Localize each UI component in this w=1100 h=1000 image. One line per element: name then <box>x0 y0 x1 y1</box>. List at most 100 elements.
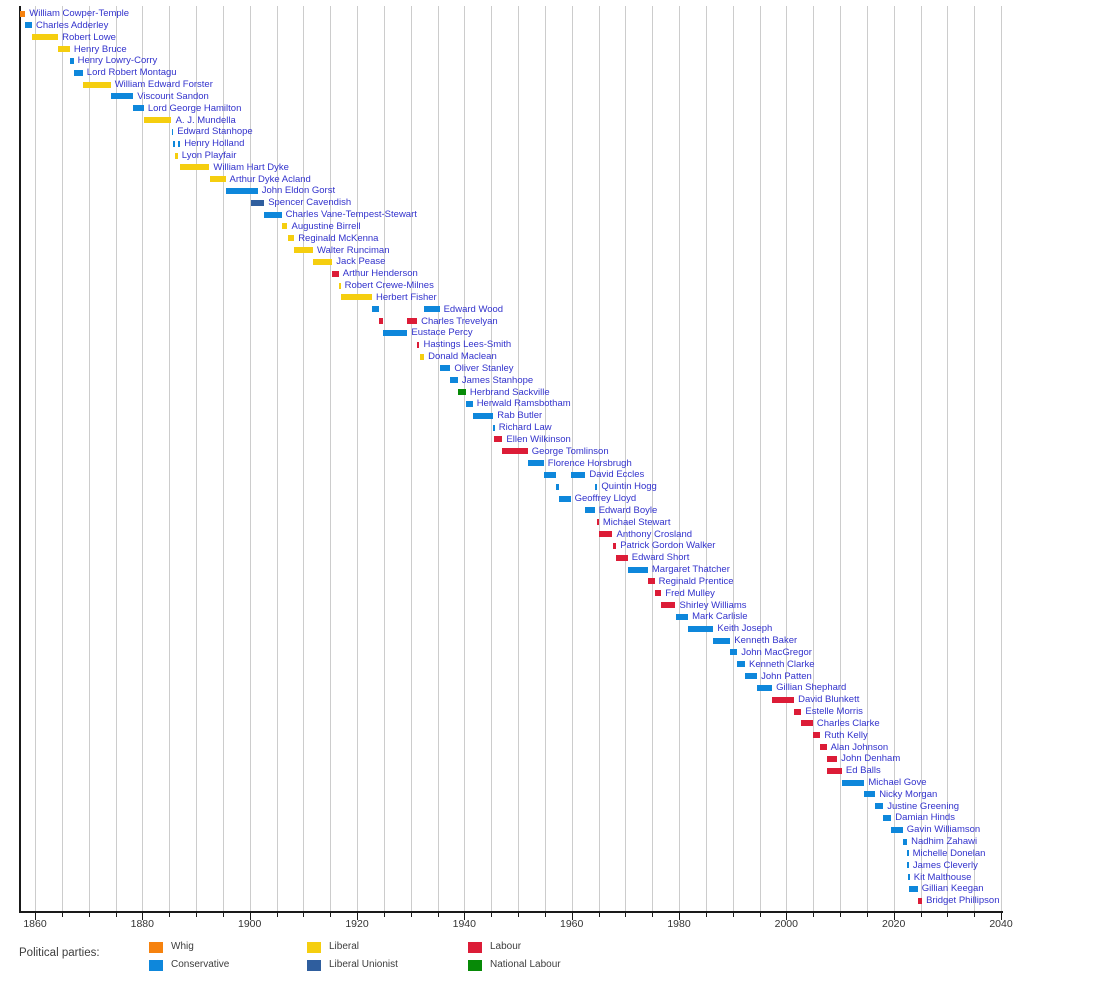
minister-label: Edward Boyle <box>598 504 658 516</box>
minister-label: Herbrand Sackville <box>469 386 550 398</box>
axis-minor-tick <box>544 913 546 917</box>
axis-minor-tick <box>169 913 171 917</box>
y-axis-line <box>18 6 21 913</box>
axis-minor-tick <box>222 913 224 917</box>
minister-label: Kenneth Clarke <box>749 658 815 670</box>
term-bar <box>465 400 473 407</box>
minister-label: A. J. Mundella <box>175 114 236 126</box>
term-bar <box>675 613 689 620</box>
minister-label: Kit Malthouse <box>913 871 972 883</box>
term-bar <box>502 448 528 455</box>
axis-year-label: 1860 <box>23 918 47 930</box>
term-bar <box>133 105 144 112</box>
minister-label: Hastings Lees-Smith <box>423 339 512 351</box>
axis-minor-tick <box>491 913 493 917</box>
minister-label: John Patten <box>761 670 812 682</box>
term-bar <box>73 69 83 76</box>
axis-major-tick <box>357 913 358 920</box>
axis-minor-tick <box>759 913 761 917</box>
term-bar <box>555 483 560 490</box>
gridline <box>249 6 251 911</box>
legend-swatch-labour <box>468 942 482 953</box>
axis-major-tick <box>679 913 680 920</box>
minister-label: Alan Johnson <box>830 741 889 753</box>
term-bar <box>597 519 599 526</box>
axis-minor-tick <box>303 913 305 917</box>
axis-minor-tick <box>652 913 654 917</box>
minister-label: Gavin Williamson <box>906 824 981 836</box>
legend: Political parties: Whig Conservative Liber… <box>0 0 1100 971</box>
gridline <box>652 6 654 911</box>
gridline <box>759 6 761 911</box>
minister-label: Richard Law <box>498 422 552 434</box>
minister-label: Quintin Hogg <box>601 481 657 493</box>
axis-major-tick <box>464 913 466 920</box>
term-bar <box>210 176 226 183</box>
term-bar <box>180 164 210 171</box>
minister-label: Gillian Shephard <box>776 682 847 694</box>
minister-label: Herwald Ramsbotham <box>476 398 571 410</box>
gridline <box>598 6 600 911</box>
gridline <box>61 6 63 911</box>
minister-label: James Stanhope <box>461 374 534 386</box>
axis-minor-tick <box>866 913 868 917</box>
term-bar <box>338 282 341 289</box>
term-bar <box>493 424 495 431</box>
term-bar <box>225 187 258 194</box>
term-bar <box>313 258 333 265</box>
term-bar <box>58 46 70 52</box>
term-bar <box>82 81 111 88</box>
minister-label: Anthony Crosland <box>616 528 693 540</box>
minister-label: Bridget Phillipson <box>926 895 1000 907</box>
term-bar <box>69 57 74 64</box>
term-bar <box>25 22 32 29</box>
term-bar <box>543 471 556 478</box>
minister-label: Patrick Gordon Walker <box>620 540 716 552</box>
minister-label: Viscount Sandon <box>137 90 209 102</box>
minister-label: Herbert Fisher <box>376 291 437 303</box>
minister-label: Fred Mulley <box>665 587 715 599</box>
axis-minor-tick <box>840 913 841 917</box>
minister-label: Spencer Cavendish <box>268 197 352 209</box>
minister-label: Oliver Stanley <box>454 362 514 374</box>
term-bar <box>627 566 648 573</box>
minister-label: Reginald McKenna <box>298 232 379 244</box>
minister-label: Edward Short <box>631 552 690 564</box>
term-bar <box>559 495 571 502</box>
minister-label: Florence Horsbrugh <box>547 457 632 469</box>
term-bar <box>737 661 745 668</box>
term-bar <box>527 460 544 466</box>
minister-label: Nicky Morgan <box>879 788 938 800</box>
term-bar <box>417 341 420 348</box>
term-bar <box>419 353 425 360</box>
axis-minor-tick <box>598 913 600 917</box>
term-bar <box>450 377 458 384</box>
term-bar <box>745 673 758 679</box>
gridline <box>893 6 895 911</box>
minister-label: Edward Wood <box>443 303 504 315</box>
legend-swatch-national-labour <box>468 960 482 971</box>
gridline <box>625 6 627 911</box>
term-bar <box>864 791 876 798</box>
minister-label: Robert Crewe-Milnes <box>344 280 434 292</box>
gridline <box>920 6 922 911</box>
axis-year-label: 2020 <box>882 918 906 930</box>
term-bar <box>472 412 494 419</box>
term-bar <box>820 744 827 750</box>
term-bar <box>902 838 908 845</box>
axis-year-label: 2000 <box>774 918 798 930</box>
minister-label: Charles Trevelyan <box>421 315 498 327</box>
minister-label: Henry Holland <box>184 138 245 150</box>
axis-year-label: 2040 <box>989 918 1013 930</box>
minister-label: Lord Robert Montagu <box>86 67 177 79</box>
term-bar <box>340 294 372 301</box>
term-bar <box>457 389 466 396</box>
axis-minor-tick <box>61 913 63 917</box>
term-bar <box>917 897 923 904</box>
legend-label-labour: Labour <box>490 941 522 952</box>
legend-swatch-conservative <box>149 960 163 971</box>
term-bar <box>875 803 884 810</box>
gridline <box>35 6 36 911</box>
term-bar <box>616 554 628 561</box>
